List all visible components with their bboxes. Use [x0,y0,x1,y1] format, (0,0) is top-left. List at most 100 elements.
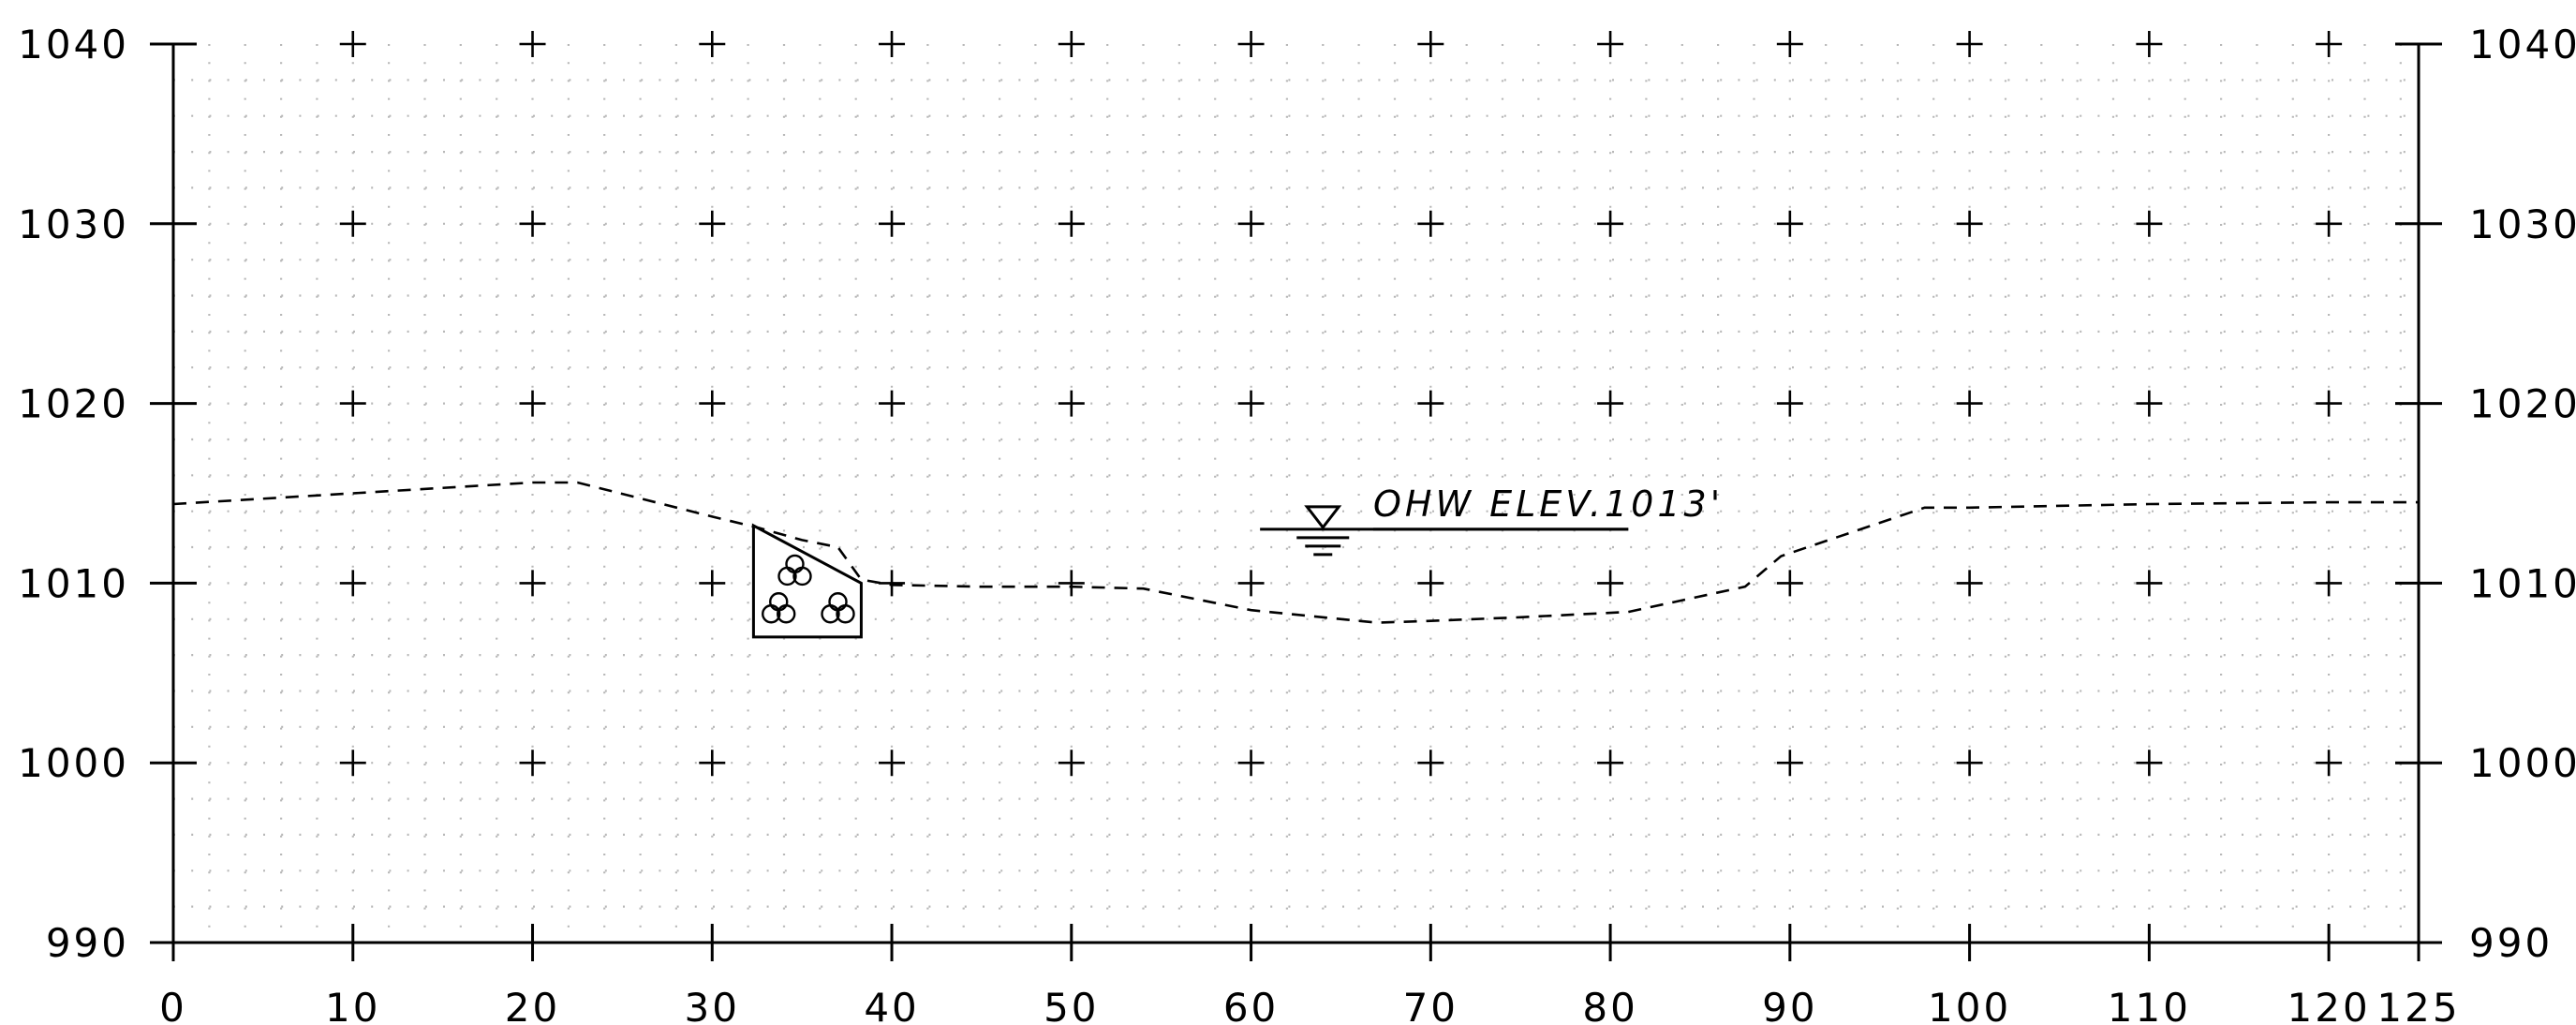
grid-plus-marker [879,391,905,417]
grid-plus-marker [2316,391,2342,417]
ground-profile [173,483,2419,623]
grid-plus-marker [340,391,366,417]
grid-plus-marker [1957,750,1983,776]
right-y-tick-label: 1000 [2469,740,2576,786]
grid-plus-marker [520,391,546,417]
left-y-tick-label: 1000 [18,740,129,786]
right-y-tick-label: 1030 [2469,201,2576,247]
vertical-dot-lines [209,44,2400,943]
x-axis-tick-labels: 0 10 20 30 40 50 60 70 80 90 100 110 120 125 [159,985,2460,1025]
plot-frame [173,44,2419,943]
grid-plus-marker [1417,211,1443,237]
grid-plus-marker [1059,391,1085,417]
horizontal-dot-lines [173,80,2419,906]
grid-plus-marker [1777,391,1803,417]
grid-plus-marker [1059,31,1085,57]
grid-plus-marker [2136,750,2162,776]
grid-plus-marker [1597,31,1623,57]
grid-plus-marker [699,211,725,237]
grid-plus-marker [879,211,905,237]
x-tick-label: 50 [1044,985,1099,1025]
grid-plus-marker [340,750,366,776]
grid-plus-marker [1059,570,1085,596]
right-y-tick-label: 1010 [2469,560,2576,606]
water-level-triangle-icon [1307,507,1339,527]
ground-profile-line [173,483,2419,623]
grid-plus-marker [1059,750,1085,776]
grid-plus-marker [2316,31,2342,57]
x-tick-label: 120 [2287,985,2371,1025]
x-tick-label: 125 [2376,985,2460,1025]
left-y-tick-label: 1030 [18,201,129,247]
x-tick-label: 90 [1762,985,1817,1025]
grid-plus-marker [2316,570,2342,596]
grid-plus-marker [2316,750,2342,776]
left-y-tick-label: 1020 [18,381,129,427]
grid-plus-marker [340,31,366,57]
water-surface-label: OHW ELEV.1013' [1373,483,1724,525]
grid-plus-marker [1777,211,1803,237]
grid-plus-marker [340,211,366,237]
left-y-axis-tick-labels: 990 1000 1010 1020 1030 1040 [18,22,129,966]
right-y-tick-label: 990 [2469,920,2553,966]
grid-plus-marker [1957,570,1983,596]
grid-plus-marker [699,570,725,596]
grid-plus-marker [1957,391,1983,417]
grid-plus-marker [340,570,366,596]
water-surface-marker: OHW ELEV.1013' [1260,483,1724,555]
left-y-tick-label: 1010 [18,560,129,606]
left-y-tick-label: 1040 [18,22,129,67]
grid-plus-marker [520,570,546,596]
grid-plus-markers [340,31,2342,776]
x-tick-label: 0 [159,985,187,1025]
grid-plus-marker [1417,31,1443,57]
grid-plus-marker [699,31,725,57]
x-tick-label: 70 [1403,985,1458,1025]
grid-plus-marker [520,750,546,776]
grid-plus-marker [1417,391,1443,417]
grid-plus-marker [1238,211,1265,237]
grid-plus-marker [1777,750,1803,776]
dotted-grid [173,44,2419,943]
grid-plus-marker [1597,211,1623,237]
grid-plus-marker [2136,31,2162,57]
x-tick-label: 60 [1223,985,1279,1025]
left-y-tick-label: 990 [46,920,129,966]
x-tick-label: 20 [505,985,560,1025]
x-tick-label: 110 [2108,985,2191,1025]
grid-plus-marker [1777,570,1803,596]
grid-plus-marker [1957,31,1983,57]
right-y-tick-label: 1040 [2469,22,2576,67]
grid-plus-marker [1957,211,1983,237]
x-tick-label: 10 [325,985,380,1025]
grid-plus-marker [1597,570,1623,596]
grid-plus-marker [1238,31,1265,57]
grid-plus-marker [879,750,905,776]
grid-plus-marker [520,31,546,57]
grid-plus-marker [1417,750,1443,776]
grid-plus-marker [2316,211,2342,237]
grid-plus-marker [699,750,725,776]
right-y-tick-label: 1020 [2469,381,2576,427]
grid-plus-marker [879,31,905,57]
grid-plus-marker [2136,391,2162,417]
grid-plus-marker [1238,750,1265,776]
x-tick-label: 100 [1928,985,2011,1025]
grid-plus-marker [2136,211,2162,237]
x-tick-label: 30 [685,985,740,1025]
grid-plus-marker [2136,570,2162,596]
grid-plus-marker [879,570,905,596]
grid-plus-marker [520,211,546,237]
right-y-axis-tick-labels: 990 1000 1010 1020 1030 1040 [2469,22,2576,966]
x-tick-label: 80 [1582,985,1637,1025]
grid-plus-marker [1777,31,1803,57]
y-axis-ticks [150,44,2442,943]
grid-plus-marker [699,391,725,417]
grid-plus-marker [1059,211,1085,237]
grid-plus-marker [1238,391,1265,417]
grid-plus-marker [1238,570,1265,596]
grid-plus-marker [1417,570,1443,596]
grid-plus-marker [1597,750,1623,776]
grid-plus-marker [1597,391,1623,417]
